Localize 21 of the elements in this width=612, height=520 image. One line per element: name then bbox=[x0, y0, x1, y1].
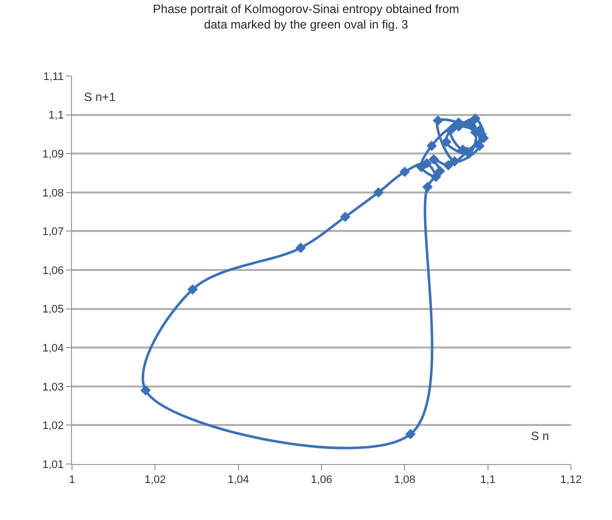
y-tick-label: 1,04 bbox=[42, 342, 64, 354]
y-tick-label: 1,1 bbox=[48, 110, 64, 122]
y-axis-title: S n+1 bbox=[84, 90, 116, 104]
y-tick-label: 1,11 bbox=[43, 70, 64, 83]
y-tick-label: 1,03 bbox=[42, 381, 64, 394]
x-tick-label: 1 bbox=[68, 474, 76, 486]
x-tick-label: 1,1 bbox=[480, 474, 496, 486]
x-tick-label: 1,04 bbox=[228, 474, 250, 486]
y-tick-label: 1,01 bbox=[42, 458, 64, 471]
x-axis-title: S n bbox=[531, 429, 550, 443]
y-tick-label: 1,08 bbox=[42, 187, 64, 200]
x-tick-label: 1,06 bbox=[310, 474, 332, 486]
x-tick-label: 1,12 bbox=[560, 474, 582, 486]
x-tick-label: 1,02 bbox=[144, 474, 166, 486]
chart-title: Phase portrait of Kolmogorov-Sinai entropy obtained from data marked by the green oval in fig. 3 bbox=[152, 2, 460, 32]
y-tick-label: 1,02 bbox=[42, 420, 64, 432]
y-tick-label: 1,07 bbox=[42, 226, 64, 238]
y-tick-label: 1,06 bbox=[42, 264, 64, 277]
y-tick-label: 1,05 bbox=[42, 304, 64, 316]
x-tick-label: 1,08 bbox=[394, 474, 416, 486]
y-tick-label: 1,09 bbox=[42, 148, 64, 160]
